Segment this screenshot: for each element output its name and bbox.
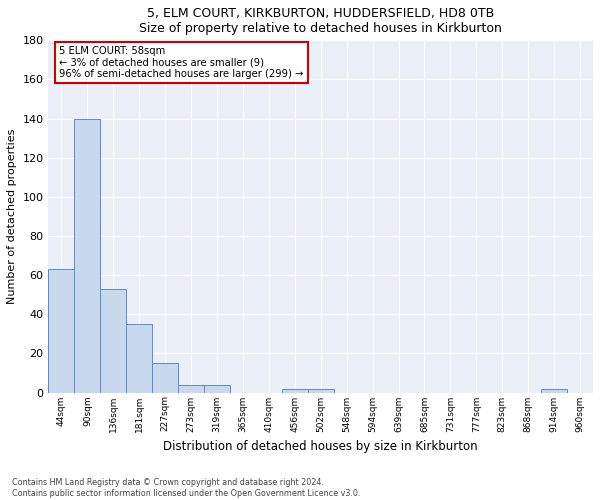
Text: 5 ELM COURT: 58sqm
← 3% of detached houses are smaller (9)
96% of semi-detached : 5 ELM COURT: 58sqm ← 3% of detached hous… <box>59 46 304 79</box>
Bar <box>126 324 152 392</box>
Bar <box>152 363 178 392</box>
Bar <box>74 118 100 392</box>
Bar <box>282 388 308 392</box>
Bar <box>178 384 204 392</box>
Bar <box>49 270 74 392</box>
Bar <box>308 388 334 392</box>
Bar <box>204 384 230 392</box>
Y-axis label: Number of detached properties: Number of detached properties <box>7 128 17 304</box>
Bar <box>100 289 126 393</box>
Text: Contains HM Land Registry data © Crown copyright and database right 2024.
Contai: Contains HM Land Registry data © Crown c… <box>12 478 361 498</box>
X-axis label: Distribution of detached houses by size in Kirkburton: Distribution of detached houses by size … <box>163 440 478 453</box>
Title: 5, ELM COURT, KIRKBURTON, HUDDERSFIELD, HD8 0TB
Size of property relative to det: 5, ELM COURT, KIRKBURTON, HUDDERSFIELD, … <box>139 7 502 35</box>
Bar <box>541 388 567 392</box>
